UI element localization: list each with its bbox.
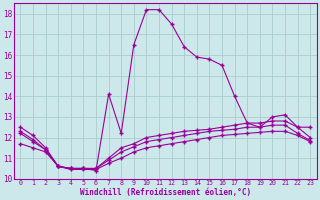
- X-axis label: Windchill (Refroidissement éolien,°C): Windchill (Refroidissement éolien,°C): [80, 188, 251, 197]
